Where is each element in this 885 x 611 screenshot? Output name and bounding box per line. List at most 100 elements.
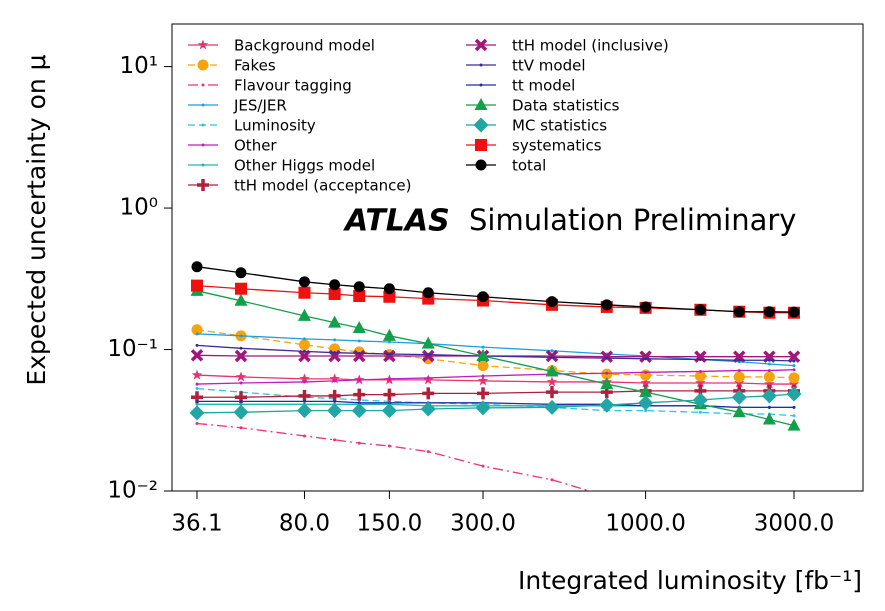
marker-point [239, 399, 243, 403]
legend-label: ttV model [512, 57, 586, 75]
marker-point [387, 401, 391, 405]
marker-star [191, 369, 203, 380]
marker-point [767, 369, 771, 373]
marker-circle [191, 261, 203, 273]
y-tick-label: 10⁻² [107, 478, 158, 504]
marker-circle [298, 339, 310, 351]
marker-square [328, 287, 341, 300]
marker-circle [383, 283, 395, 295]
marker-point [644, 370, 648, 374]
marker-triangle [787, 418, 801, 431]
marker-point [698, 358, 702, 362]
marker-point [239, 334, 243, 338]
marker-point [387, 352, 391, 356]
marker-circle [694, 304, 706, 316]
marker-point [767, 405, 771, 409]
marker-diamond [599, 397, 615, 413]
legend-label: Data statistics [512, 97, 620, 115]
marker-diamond [296, 403, 312, 419]
marker-point [792, 368, 796, 372]
marker-diamond [475, 400, 491, 416]
marker-star [640, 377, 651, 388]
legend-label: Other Higgs model [234, 157, 375, 175]
marker-triangle [600, 377, 614, 390]
legend-label: total [512, 157, 546, 175]
legend-label: ttH model (acceptance) [234, 177, 411, 195]
marker-star [695, 377, 706, 388]
marker-point [738, 530, 741, 533]
marker-diamond [786, 386, 802, 402]
marker-point [195, 422, 199, 426]
marker-point [550, 355, 554, 359]
marker-point [357, 401, 361, 405]
y-axis-label: Expected uncertainty on μ [22, 54, 51, 385]
marker-diamond [761, 388, 777, 404]
marker-point [426, 450, 430, 454]
marker-point [302, 337, 306, 341]
marker-x [298, 349, 311, 363]
marker-circle [329, 279, 341, 291]
x-axis-label: Integrated luminosity [fb⁻¹] [518, 566, 862, 595]
marker-point [302, 380, 306, 384]
marker-point [698, 410, 702, 414]
legend-label: systematics [512, 137, 602, 155]
marker-point [387, 340, 391, 344]
marker-circle [640, 301, 652, 313]
marker-point [302, 399, 306, 403]
marker-point [644, 357, 648, 361]
y-tick-label: 10⁻¹ [107, 336, 158, 362]
marker-triangle [545, 364, 559, 377]
marker-point [239, 381, 243, 385]
marker-point [792, 359, 796, 363]
marker-diamond [381, 403, 397, 419]
x-tick-label: 300.0 [450, 511, 516, 537]
marker-point [357, 351, 361, 355]
marker-point [698, 369, 702, 373]
x-tick-label: 1000.0 [605, 511, 685, 537]
marker-star [329, 373, 340, 384]
marker-triangle [639, 385, 653, 398]
annotation: Simulation Preliminary [469, 203, 796, 237]
marker-triangle [474, 98, 488, 110]
marker-star [235, 371, 247, 382]
marker-point [644, 505, 647, 508]
legend-label: Luminosity [234, 117, 316, 135]
marker-point [201, 123, 205, 127]
marker-point [302, 434, 306, 438]
marker-point [792, 364, 796, 368]
marker-point [195, 332, 199, 336]
marker-point [333, 438, 337, 442]
marker-point [605, 495, 608, 498]
marker-star [788, 378, 800, 389]
marker-circle [546, 296, 558, 308]
marker-triangle [476, 349, 490, 362]
marker-point [792, 414, 796, 418]
marker-circle [477, 360, 489, 372]
marker-point [201, 103, 205, 107]
marker-point [644, 409, 648, 413]
marker-circle [475, 159, 487, 171]
marker-diamond [473, 117, 489, 133]
marker-triangle [234, 293, 248, 306]
marker-point [550, 478, 554, 482]
marker-circle [235, 267, 247, 279]
marker-point [195, 382, 199, 386]
y-tick-label: 10¹ [120, 53, 159, 79]
marker-x [383, 349, 396, 363]
marker-triangle [382, 328, 396, 341]
marker-x [639, 350, 652, 363]
marker-x [787, 350, 801, 363]
legend-label: MC statistics [512, 117, 607, 135]
marker-diamond [233, 404, 249, 420]
legend-label: Background model [234, 37, 375, 55]
marker-point [767, 362, 771, 366]
marker-square [298, 286, 311, 299]
marker-point [201, 83, 205, 87]
marker-circle [788, 306, 800, 318]
marker-triangle [297, 308, 311, 321]
marker-x [474, 38, 488, 52]
marker-triangle [762, 412, 776, 425]
marker-plus [383, 388, 396, 401]
